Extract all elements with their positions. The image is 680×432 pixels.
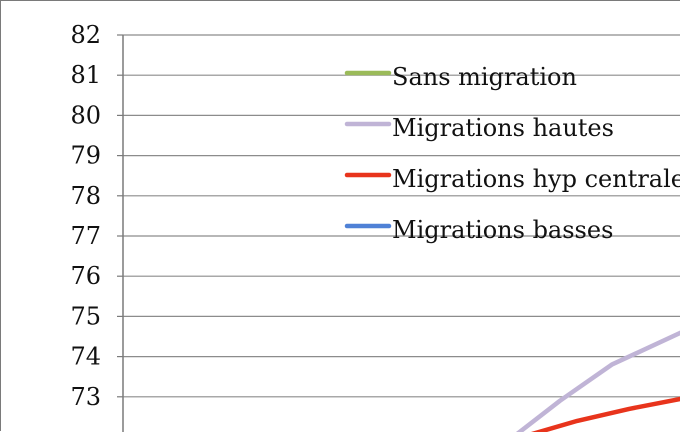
series-lines	[508, 333, 680, 432]
legend-label-1: Migrations hautes	[392, 114, 614, 142]
y-tick-label-82: 82	[70, 21, 101, 49]
y-tick-label-73: 73	[70, 383, 101, 411]
series-line-2	[508, 399, 680, 432]
y-tick-label-79: 79	[70, 142, 101, 170]
y-tick-label-81: 81	[70, 61, 101, 89]
y-tick-label-77: 77	[70, 222, 101, 250]
y-tick-label-78: 78	[70, 182, 101, 210]
legend-label-3: Migrations basses	[392, 216, 613, 244]
legend-label-0: Sans migration	[392, 63, 577, 91]
y-tick-label-80: 80	[70, 101, 101, 129]
y-tick-label-75: 75	[70, 302, 101, 330]
y-tick-label-74: 74	[70, 343, 101, 371]
legend: Sans migration Migrations hautes Migration…	[347, 63, 680, 244]
y-axis: 73 74 75 76 77 78 79 80 81 82	[70, 21, 123, 432]
y-tick-label-76: 76	[70, 262, 101, 290]
legend-label-2: Migrations hyp centrale	[392, 165, 680, 193]
